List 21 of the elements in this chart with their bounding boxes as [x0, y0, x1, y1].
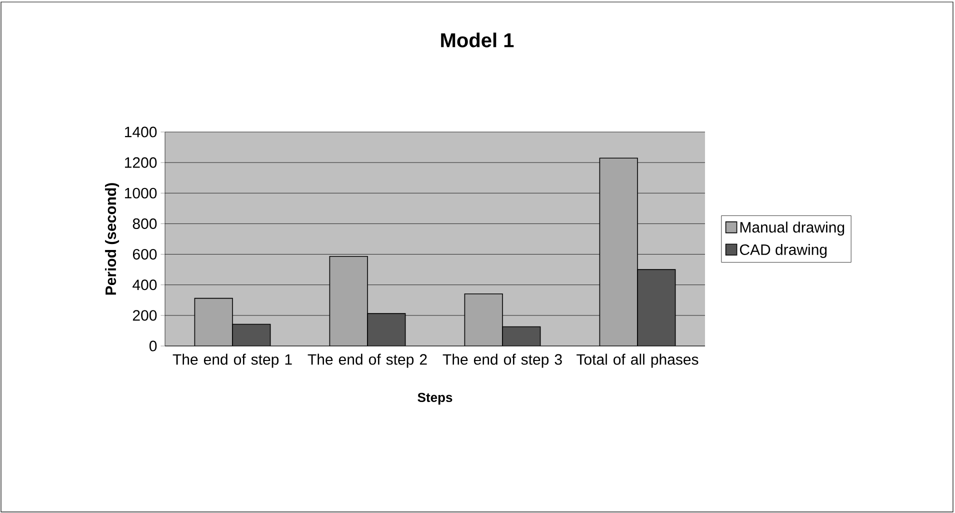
bar: [464, 293, 503, 346]
y-tick-label: 0: [149, 340, 157, 352]
y-tick-label: 1000: [125, 188, 157, 198]
x-axis-title: Steps: [418, 392, 452, 405]
y-tick-label: 400: [132, 280, 157, 290]
y-tick-label: 600: [132, 248, 157, 260]
bar: [194, 298, 233, 346]
x-tick-label: The end of step 3: [442, 354, 562, 368]
y-tick-label: 1400: [125, 126, 157, 138]
y-tick-label: 800: [132, 218, 157, 230]
legend-label: CAD drawing: [740, 244, 827, 258]
y-axis-title: Period (second): [105, 183, 120, 295]
legend-label: Manual drawing: [740, 222, 844, 236]
x-tick-label: The end of step 1: [172, 354, 292, 368]
x-tick-label: Total of all phases: [576, 354, 698, 368]
chart-title: Model 1: [441, 32, 514, 48]
bar: [599, 158, 638, 346]
y-tick-label: 1200: [125, 157, 157, 168]
y-tick-label: 200: [132, 310, 157, 321]
x-tick-label: The end of step 2: [308, 354, 427, 368]
bar: [329, 256, 368, 346]
